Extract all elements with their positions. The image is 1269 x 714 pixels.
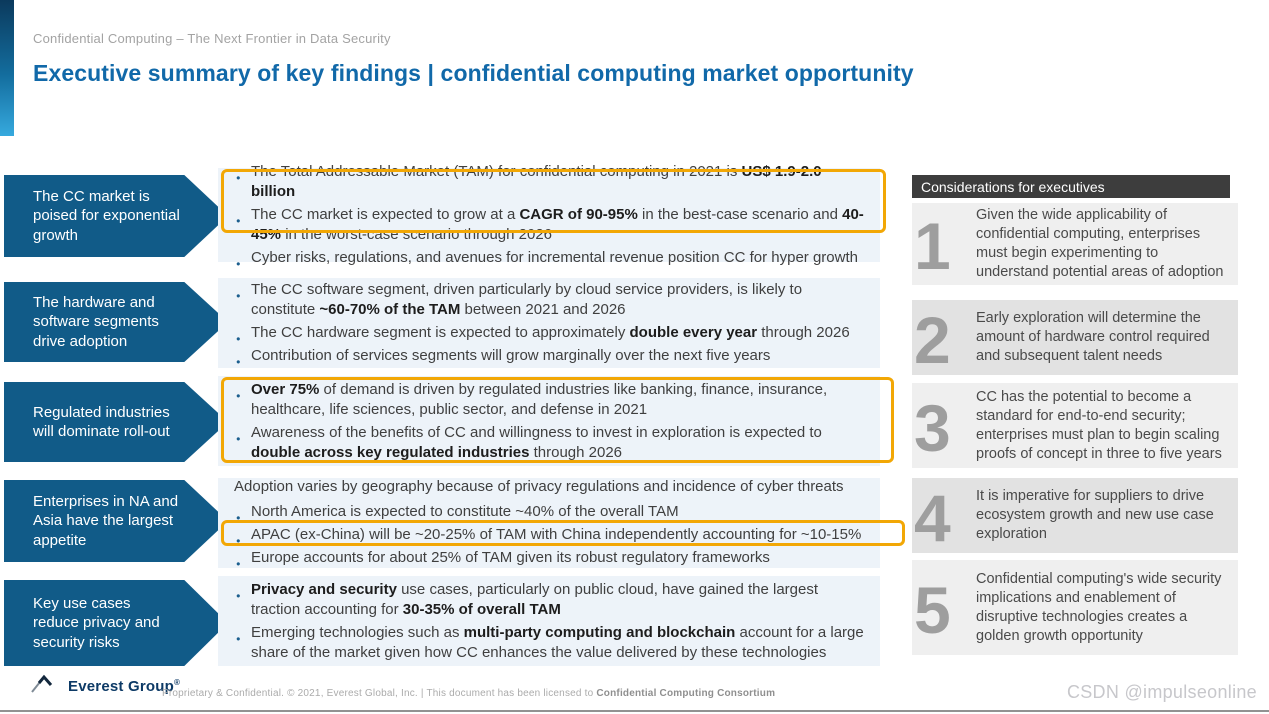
footer-disclaimer-bold: Confidential Computing Consortium (596, 688, 776, 699)
arrow-label-text: Key use cases reduce privacy and securit… (33, 595, 160, 651)
arrow-label-4: Enterprises in NA and Asia have the larg… (4, 480, 228, 562)
mountain-peak-icon (31, 674, 53, 693)
consideration-text: It is imperative for suppliers to drive … (976, 488, 1214, 542)
consideration-number: 3 (914, 390, 951, 465)
bullet-item: Privacy and security use cases, particul… (234, 580, 868, 620)
accent-gradient-bar (0, 0, 14, 136)
findings-block-5: Privacy and security use cases, particul… (218, 576, 880, 666)
slide-kicker: Confidential Computing – The Next Fronti… (33, 31, 391, 46)
bullet-item: The Total Addressable Market (TAM) for c… (234, 162, 868, 202)
bullet-list: The CC software segment, driven particul… (234, 277, 868, 372)
arrow-label-text: The hardware and software segments drive… (33, 294, 159, 350)
consideration-number: 4 (914, 480, 951, 555)
arrow-label-text: The CC market is poised for exponential … (33, 188, 180, 244)
bullet-item: North America is expected to constitute … (234, 502, 868, 528)
bullet-list: The Total Addressable Market (TAM) for c… (234, 159, 868, 274)
bullet-item: APAC (ex-China) will be ~20-25% of TAM w… (234, 525, 868, 551)
consideration-number: 1 (914, 208, 951, 283)
bullet-list: Privacy and security use cases, particul… (234, 577, 868, 666)
footer-disclaimer: Proprietary & Confidential. © 2021, Ever… (162, 688, 775, 699)
bullet-item: Awareness of the benefits of CC and will… (234, 423, 868, 463)
consideration-item-2: 2 Early exploration will determine the am… (912, 300, 1238, 375)
findings-block-1: The Total Addressable Market (TAM) for c… (218, 163, 880, 274)
consideration-item-1: 1 Given the wide applicability of confide… (912, 203, 1238, 285)
logo-text: Everest Group® (68, 678, 181, 695)
consideration-text: CC has the potential to become a standar… (976, 388, 1222, 462)
findings-block-3: Over 75% of demand is driven by regulate… (218, 376, 880, 466)
bullet-list: Over 75% of demand is driven by regulate… (234, 377, 868, 466)
bullet-item: The CC market is expected to grow at a C… (234, 205, 868, 245)
bullet-item: The CC hardware segment is expected to a… (234, 323, 868, 349)
bottom-divider (0, 710, 1269, 712)
registered-mark: ® (173, 678, 181, 687)
bullet-item: Contribution of services segments will g… (234, 346, 868, 372)
consideration-item-4: 4 It is imperative for suppliers to drive… (912, 478, 1238, 553)
page-title: Executive summary of key findings | conf… (33, 60, 914, 86)
findings-block-4: Adoption varies by geography because of … (218, 478, 880, 574)
arrow-label-3: Regulated industries will dominate roll-… (4, 382, 228, 462)
bullet-item: Over 75% of demand is driven by regulate… (234, 380, 868, 420)
arrow-label-text: Enterprises in NA and Asia have the larg… (33, 493, 179, 549)
arrow-label-5: Key use cases reduce privacy and securit… (4, 580, 228, 666)
arrow-label-2: The hardware and software segments drive… (4, 282, 228, 362)
everest-group-logo: Everest Group® (30, 673, 180, 694)
consideration-text: Confidential computing's wide security i… (976, 570, 1222, 644)
consideration-number: 2 (914, 302, 951, 377)
block-lead: Adoption varies by geography because of … (234, 478, 844, 495)
arrow-label-text: Regulated industries will dominate roll-… (33, 403, 170, 440)
considerations-header: Considerations for executives (912, 175, 1230, 198)
bullet-item: Europe accounts for about 25% of TAM giv… (234, 548, 868, 574)
bullet-item: Emerging technologies such as multi-part… (234, 623, 868, 663)
footer-disclaimer-plain: Proprietary & Confidential. © 2021, Ever… (162, 688, 597, 699)
findings-block-2: The CC software segment, driven particul… (218, 277, 880, 372)
bullet-item: Cyber risks, regulations, and avenues fo… (234, 248, 868, 274)
consideration-item-3: 3 CC has the potential to become a standa… (912, 383, 1238, 468)
consideration-text: Given the wide applicability of confiden… (976, 207, 1224, 280)
watermark: CSDN @impulseonline (1066, 682, 1257, 702)
arrow-label-1: The CC market is poised for exponential … (4, 175, 228, 257)
consideration-number: 5 (914, 572, 951, 647)
consideration-item-5: 5 Confidential computing's wide security … (912, 560, 1238, 655)
bullet-item: The CC software segment, driven particul… (234, 280, 868, 320)
consideration-text: Early exploration will determine the amo… (976, 310, 1210, 364)
bullet-list: North America is expected to constitute … (234, 499, 868, 574)
